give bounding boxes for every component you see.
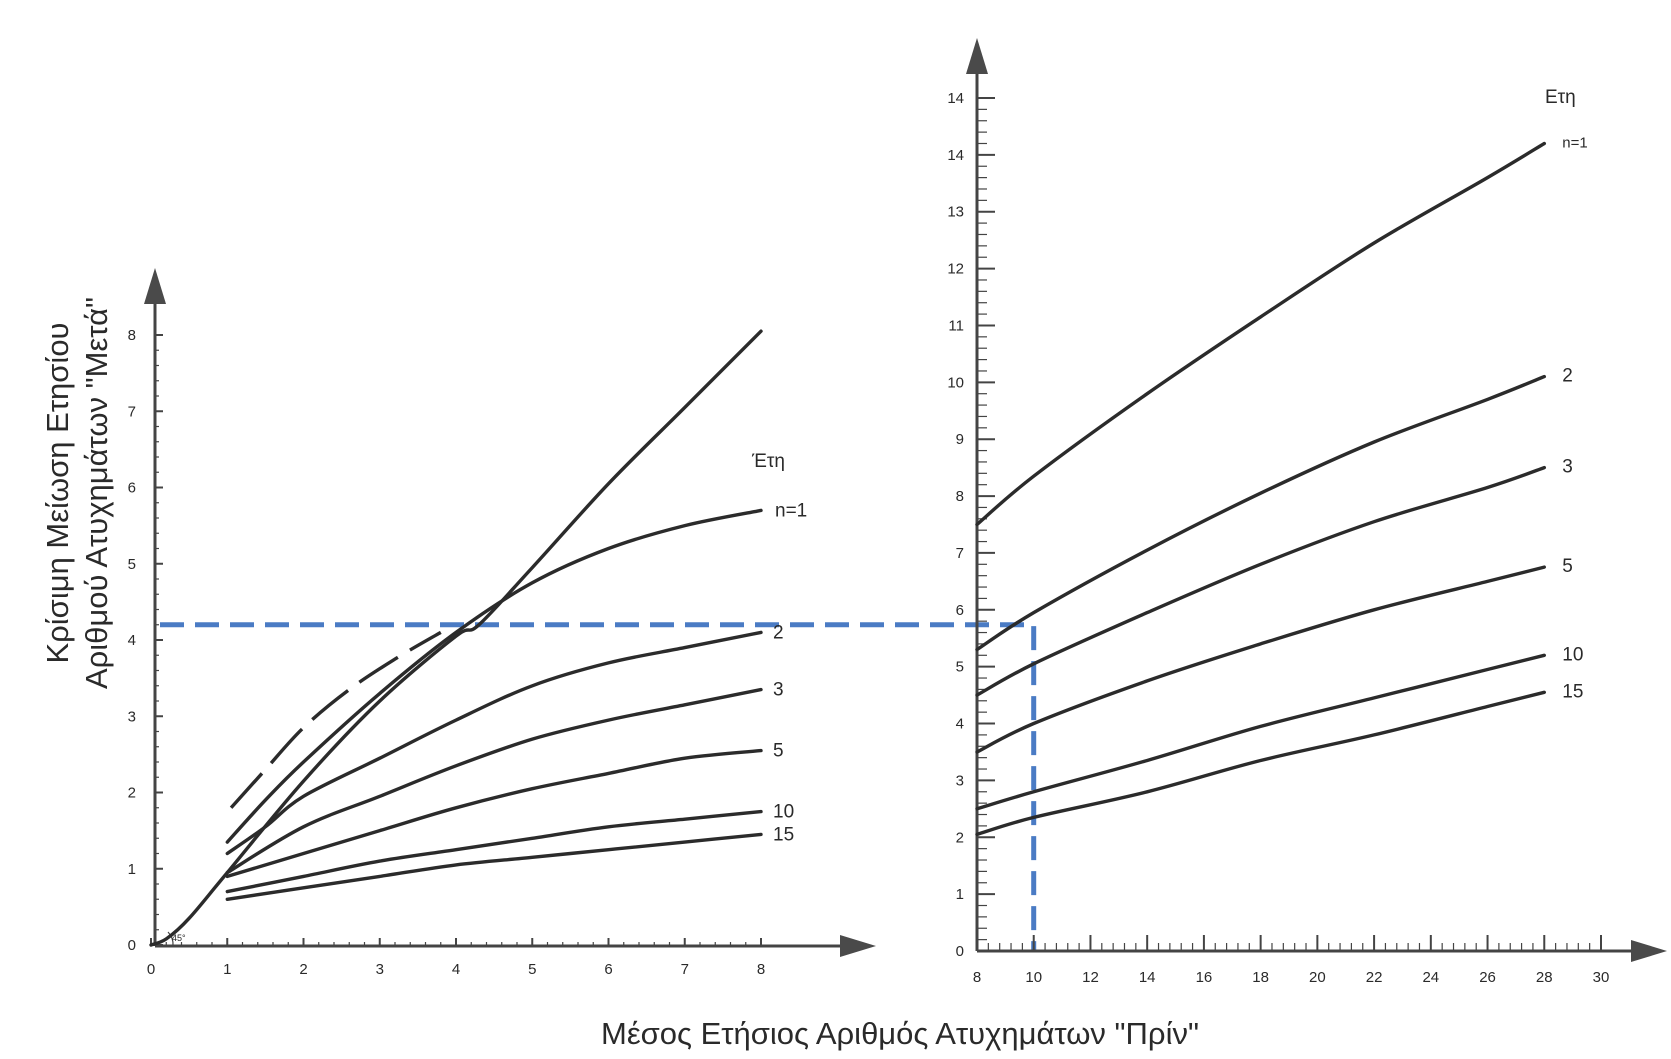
right-x-tick-label: 24 xyxy=(1422,969,1439,986)
left-years-label: Έτη xyxy=(751,451,785,472)
left-y-axis-arrow xyxy=(144,268,166,304)
right-curve-5 xyxy=(975,565,1546,754)
left-x-tick-label: 8 xyxy=(757,961,765,978)
right-x-tick-label: 10 xyxy=(1025,969,1042,986)
right-y-tick-label: 3 xyxy=(956,772,964,789)
left-y-tick-label: 1 xyxy=(128,861,136,878)
left-x-tick-label: 0 xyxy=(147,961,155,978)
angle-label: 45° xyxy=(172,933,186,943)
y-axis-title-line-1: Κρίσιμη Μείωση Ετησίου xyxy=(40,322,75,663)
right-y-tick-label: 1 xyxy=(956,886,964,903)
left-x-tick-label: 2 xyxy=(299,961,307,978)
right-curve-label: 2 xyxy=(1562,366,1573,387)
angle-arc xyxy=(167,931,174,947)
right-x-tick-label: 18 xyxy=(1252,969,1269,986)
right-curve-label: 3 xyxy=(1562,457,1573,478)
left-x-axis-arrow xyxy=(840,935,876,957)
right-x-tick-label: 8 xyxy=(973,969,981,986)
left-x-tick-label: 7 xyxy=(681,961,689,978)
left-y-tick-label: 7 xyxy=(128,403,136,420)
right-x-tick-label: 26 xyxy=(1479,969,1496,986)
right-y-tick-label: 5 xyxy=(956,659,964,676)
left-x-tick-label: 5 xyxy=(528,961,536,978)
x-axis-title: Μέσος Ετήσιος Αριθμός Ατυχημάτων "Πρίν" xyxy=(601,1016,1199,1051)
right-curve-n-1 xyxy=(975,141,1546,527)
left-curve-label: 2 xyxy=(773,622,784,643)
left-x-tick-label: 4 xyxy=(452,961,460,978)
left-x-tick-label: 3 xyxy=(376,961,384,978)
reference-45-line xyxy=(149,329,763,947)
right-y-tick-label: 8 xyxy=(956,488,964,505)
left-y-tick-label: 8 xyxy=(128,327,136,344)
left-curve-n-1 xyxy=(225,508,763,844)
left-curve-3 xyxy=(225,687,763,875)
right-x-tick-label: 16 xyxy=(1196,969,1213,986)
right-x-tick-label: 12 xyxy=(1082,969,1099,986)
left-curve-2 xyxy=(225,630,763,856)
right-y-tick-label: 7 xyxy=(956,545,964,562)
right-y-tick-label: 12 xyxy=(947,261,964,278)
right-y-tick-label: 9 xyxy=(956,431,964,448)
left-y-tick-label: 6 xyxy=(128,480,136,497)
left-curve-label: n=1 xyxy=(775,500,807,521)
right-curve-label: n=1 xyxy=(1562,134,1587,151)
axes xyxy=(144,38,1667,962)
guide-line xyxy=(160,622,1037,951)
left-y-tick-label: 3 xyxy=(128,708,136,725)
right-y-axis-arrow xyxy=(966,38,988,74)
left-curve-10 xyxy=(225,809,763,894)
right-y-tick-label: 0 xyxy=(956,943,964,960)
right-curve-10 xyxy=(975,653,1546,811)
left-x-tick-label: 6 xyxy=(604,961,612,978)
left-curve-label: 10 xyxy=(773,802,794,823)
guide-lines xyxy=(160,622,1037,951)
left-y-tick-label: 2 xyxy=(128,785,136,802)
dashed-curve xyxy=(229,630,442,809)
left-curve-15 xyxy=(225,832,763,901)
left-x-tick-label: 1 xyxy=(223,961,231,978)
left-curve-label: 5 xyxy=(773,741,784,762)
right-y-tick-label: 4 xyxy=(956,716,964,733)
left-y-tick-label: 5 xyxy=(128,556,136,573)
right-x-tick-label: 22 xyxy=(1366,969,1383,986)
right-y-tick-label: 10 xyxy=(947,374,964,391)
right-curve-label: 15 xyxy=(1562,681,1583,702)
right-y-tick-label: 14 xyxy=(947,90,964,107)
right-x-tick-label: 30 xyxy=(1593,969,1610,986)
right-curve-15 xyxy=(975,690,1546,837)
right-y-tick-label: 14 xyxy=(947,147,964,164)
right-x-tick-label: 28 xyxy=(1536,969,1553,986)
left-y-tick-label: 0 xyxy=(128,937,136,954)
right-x-axis-arrow xyxy=(1631,940,1667,962)
left-curve-5 xyxy=(225,748,763,879)
right-curve-label: 5 xyxy=(1562,556,1573,577)
right-y-tick-label: 11 xyxy=(948,317,964,334)
y-axis-title-line-2: Αριθμού Ατυχημάτων "Μετά" xyxy=(79,297,114,689)
right-y-tick-label: 13 xyxy=(947,204,964,221)
right-x-tick-label: 20 xyxy=(1309,969,1326,986)
right-years-label: Ετη xyxy=(1545,87,1576,108)
right-y-tick-label: 2 xyxy=(956,829,964,846)
curves xyxy=(149,141,1546,947)
right-curve-2 xyxy=(975,374,1546,652)
right-curve-3 xyxy=(975,465,1546,697)
left-y-tick-label: 4 xyxy=(128,632,136,649)
left-curve-label: 15 xyxy=(773,824,794,845)
right-curve-label: 10 xyxy=(1562,644,1583,665)
left-curve-label: 3 xyxy=(773,680,784,701)
right-y-tick-label: 6 xyxy=(956,602,964,619)
right-x-tick-label: 14 xyxy=(1139,969,1156,986)
